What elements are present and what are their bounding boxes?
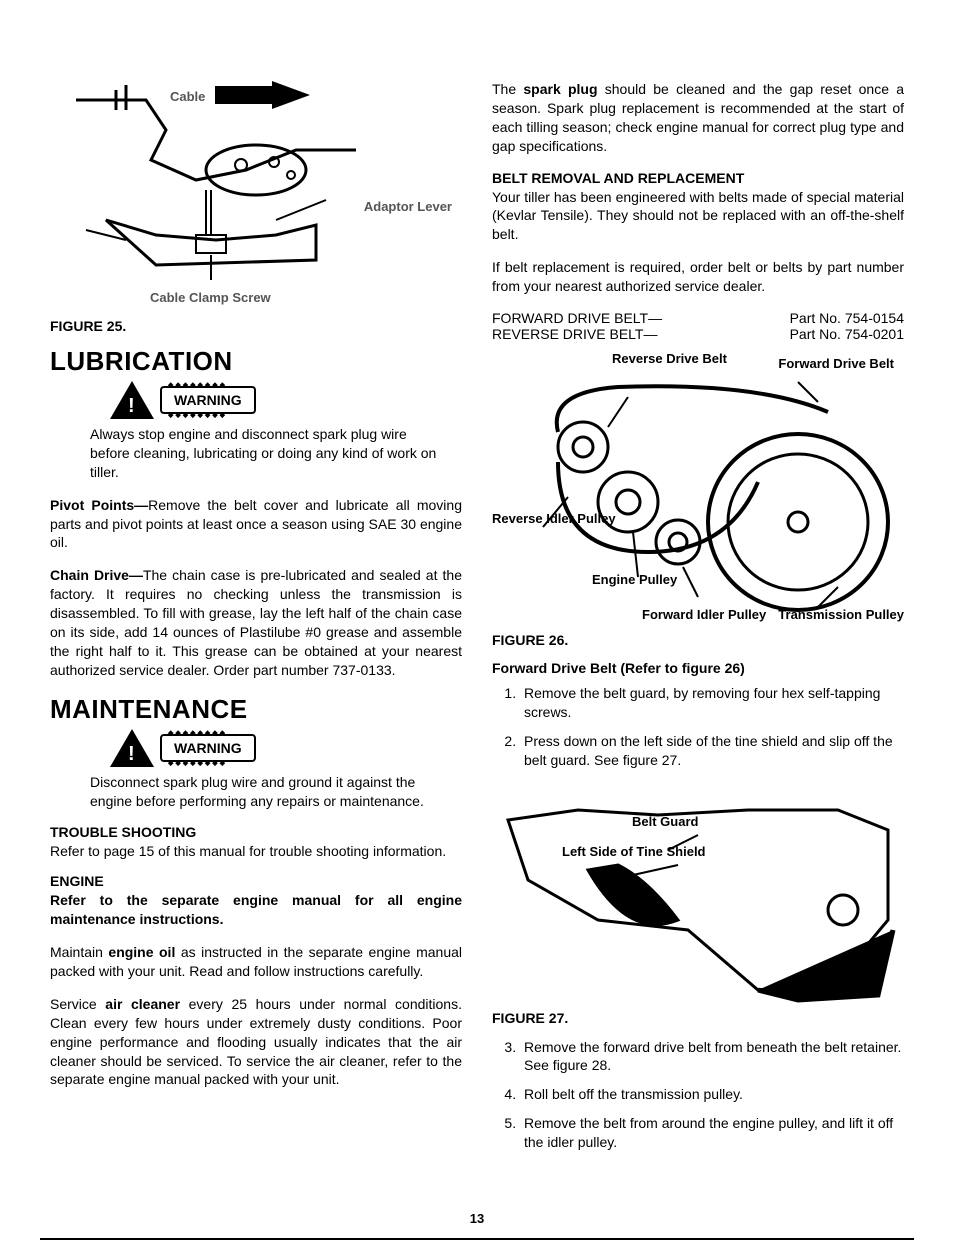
warning-label: WARNING [160, 734, 256, 762]
engine-oil-para: Maintain engine oil as instructed in the… [50, 943, 462, 981]
fig27-left-side-label: Left Side of Tine Shield [562, 845, 706, 859]
chain-drive-label: Chain Drive— [50, 567, 143, 583]
fig26-forward-belt-label: Forward Drive Belt [778, 357, 894, 371]
part-name: REVERSE DRIVE BELT— [492, 326, 657, 342]
step-item: Remove the belt from around the engine p… [520, 1114, 904, 1152]
step-item: Press down on the left side of the tine … [520, 732, 904, 770]
steps-1-2: Remove the belt guard, by removing four … [520, 684, 904, 770]
pivot-points-label: Pivot Points— [50, 497, 148, 513]
part-row: FORWARD DRIVE BELT— Part No. 754-0154 [492, 310, 904, 326]
steps-3-5: Remove the forward drive belt from benea… [520, 1038, 904, 1152]
right-column: The spark plug should be cleaned and the… [492, 80, 904, 1162]
chain-drive-text: The chain case is pre-lubricated and sea… [50, 567, 462, 677]
maintenance-warning-row: WARNING [110, 729, 462, 767]
air-cleaner-para: Service air cleaner every 25 hours under… [50, 995, 462, 1089]
left-column: Cable Adaptor Lever Cable C [50, 80, 462, 1162]
page-number: 13 [0, 1211, 954, 1226]
engine-heading: ENGINE [50, 873, 462, 889]
step-item: Remove the belt guard, by removing four … [520, 684, 904, 722]
bottom-rule [40, 1238, 914, 1240]
fig26-fwd-idler-label: Forward Idler Pulley [642, 608, 766, 622]
step-item: Roll belt off the transmission pulley. [520, 1085, 904, 1104]
fig26-trans-pulley-label: Transmission Pulley [778, 608, 904, 622]
fig25-adaptor-lever-label: Adaptor Lever [364, 200, 452, 214]
warning-triangle-icon [110, 381, 154, 419]
figure-27: Belt Guard Left Side of Tine Shield [492, 780, 904, 1010]
maintenance-warning-text: Disconnect spark plug wire and ground it… [90, 773, 442, 811]
parts-list: FORWARD DRIVE BELT— Part No. 754-0154 RE… [492, 310, 904, 342]
page-container: Cable Adaptor Lever Cable C [50, 80, 904, 1162]
fig26-reverse-belt-label: Reverse Drive Belt [612, 352, 727, 366]
fig25-clamp-label: Cable Clamp Screw [150, 291, 271, 305]
part-number: Part No. 754-0154 [790, 310, 904, 326]
belt-removal-heading: BELT REMOVAL AND REPLACEMENT [492, 170, 904, 186]
spark-plug-para: The spark plug should be cleaned and the… [492, 80, 904, 156]
engine-bold-text: Refer to the separate engine manual for … [50, 891, 462, 929]
step-item: Remove the forward drive belt from benea… [520, 1038, 904, 1076]
maintenance-heading: MAINTENANCE [50, 694, 462, 725]
trouble-shooting-text: Refer to page 15 of this manual for trou… [50, 842, 462, 861]
warning-label: WARNING [160, 386, 256, 414]
lubrication-heading: LUBRICATION [50, 346, 462, 377]
fig26-reverse-idler-label: Reverse Idler Pulley [492, 512, 616, 526]
figure-26-caption: FIGURE 26. [492, 632, 904, 648]
fig26-engine-pulley-label: Engine Pulley [592, 573, 677, 587]
trouble-shooting-heading: TROUBLE SHOOTING [50, 824, 462, 840]
figure-26: Reverse Drive Belt Forward Drive Belt Re… [492, 352, 904, 632]
belt-p2: If belt replacement is required, order b… [492, 258, 904, 296]
belt-p1: Your tiller has been engineered with bel… [492, 188, 904, 245]
warning-triangle-icon [110, 729, 154, 767]
lubrication-warning-row: WARNING [110, 381, 462, 419]
fig27-belt-guard-label: Belt Guard [632, 815, 698, 829]
fwd-drive-belt-heading: Forward Drive Belt (Refer to figure 26) [492, 660, 904, 676]
pivot-points-para: Pivot Points—Remove the belt cover and l… [50, 496, 462, 553]
figure-25: Cable Adaptor Lever Cable C [50, 80, 462, 310]
chain-drive-para: Chain Drive—The chain case is pre-lubric… [50, 566, 462, 679]
part-row: REVERSE DRIVE BELT— Part No. 754-0201 [492, 326, 904, 342]
figure-25-caption: FIGURE 25. [50, 318, 462, 334]
lubrication-warning-text: Always stop engine and disconnect spark … [90, 425, 442, 482]
part-name: FORWARD DRIVE BELT— [492, 310, 662, 326]
part-number: Part No. 754-0201 [790, 326, 904, 342]
figure-27-caption: FIGURE 27. [492, 1010, 904, 1026]
